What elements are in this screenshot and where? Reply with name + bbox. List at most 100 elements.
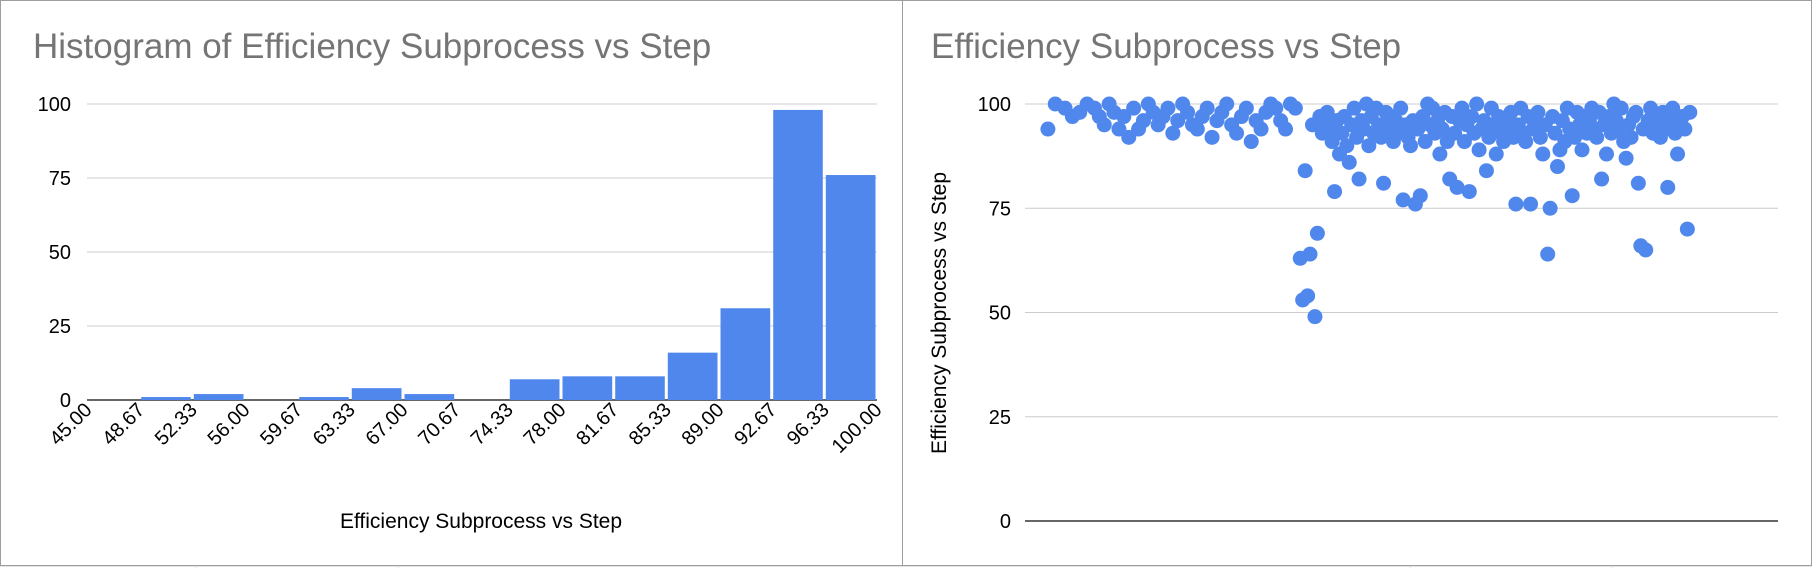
scatter-point[interactable]: [1449, 179, 1465, 195]
scatter-point[interactable]: [1189, 121, 1205, 137]
scatter-point[interactable]: [1300, 288, 1316, 304]
scatter-point[interactable]: [1447, 125, 1463, 141]
histogram-bar[interactable]: [351, 388, 402, 400]
scatter-point[interactable]: [1564, 188, 1580, 204]
scatter-point[interactable]: [1199, 100, 1215, 116]
scatter-point[interactable]: [1660, 179, 1676, 195]
scatter-point[interactable]: [1111, 121, 1127, 137]
scatter-point[interactable]: [1302, 246, 1318, 262]
scatter-point[interactable]: [1481, 129, 1497, 145]
scatter-point[interactable]: [1535, 146, 1551, 162]
scatter-point[interactable]: [1456, 134, 1472, 150]
scatter-point[interactable]: [1665, 100, 1681, 116]
scatter-point[interactable]: [1417, 134, 1433, 150]
scatter-point[interactable]: [1287, 100, 1303, 116]
scatter-point[interactable]: [1238, 100, 1254, 116]
scatter-point[interactable]: [1393, 100, 1409, 116]
scatter-point[interactable]: [1346, 100, 1362, 116]
scatter-point[interactable]: [1638, 242, 1654, 258]
scatter-point[interactable]: [1623, 129, 1639, 145]
scatter-point[interactable]: [1461, 184, 1477, 200]
scatter-point[interactable]: [1297, 163, 1313, 179]
scatter-point[interactable]: [1523, 196, 1539, 212]
scatter-point[interactable]: [1530, 104, 1546, 120]
scatter-point[interactable]: [1432, 146, 1448, 162]
scatter-point[interactable]: [1319, 104, 1335, 120]
scatter-point[interactable]: [1135, 113, 1151, 129]
scatter-point[interactable]: [1532, 129, 1548, 145]
histogram-bar[interactable]: [773, 109, 823, 401]
scatter-point[interactable]: [1670, 146, 1686, 162]
histogram-bar[interactable]: [562, 376, 613, 400]
scatter-point[interactable]: [1229, 125, 1245, 141]
histogram-chart-panel[interactable]: Histogram of Efficiency Subprocess vs St…: [0, 0, 903, 566]
scatter-point[interactable]: [1542, 200, 1558, 216]
scatter-point[interactable]: [1121, 129, 1137, 145]
scatter-point[interactable]: [1478, 163, 1494, 179]
scatter-point[interactable]: [1540, 246, 1556, 262]
scatter-point[interactable]: [1550, 159, 1565, 175]
scatter-point[interactable]: [1412, 188, 1428, 204]
scatter-point[interactable]: [1628, 104, 1644, 120]
histogram-bar[interactable]: [404, 394, 455, 400]
scatter-point[interactable]: [1361, 138, 1377, 154]
scatter-point[interactable]: [1518, 134, 1534, 150]
scatter-point[interactable]: [1589, 129, 1605, 145]
histogram-bar[interactable]: [509, 379, 560, 400]
histogram-bar[interactable]: [825, 175, 876, 400]
scatter-point[interactable]: [1469, 96, 1485, 112]
scatter-point[interactable]: [1679, 221, 1695, 237]
scatter-point[interactable]: [1309, 225, 1325, 241]
scatter-point[interactable]: [1165, 125, 1181, 141]
scatter-point[interactable]: [1471, 142, 1487, 158]
scatter-point[interactable]: [1630, 175, 1646, 191]
scatter-point[interactable]: [1395, 192, 1411, 208]
scatter-point[interactable]: [1334, 125, 1350, 141]
scatter-point[interactable]: [1508, 196, 1524, 212]
scatter-point[interactable]: [1351, 171, 1367, 187]
scatter-point[interactable]: [1324, 134, 1340, 150]
scatter-point[interactable]: [1341, 154, 1357, 170]
scatter-point[interactable]: [1376, 175, 1392, 191]
scatter-point[interactable]: [1454, 100, 1470, 116]
scatter-point[interactable]: [1307, 309, 1323, 325]
scatter-point[interactable]: [1160, 100, 1176, 116]
scatter-point[interactable]: [1219, 96, 1235, 112]
scatter-point[interactable]: [1599, 146, 1614, 162]
histogram-bar[interactable]: [615, 376, 665, 400]
scatter-point[interactable]: [1574, 142, 1590, 158]
histogram-bar[interactable]: [193, 394, 244, 400]
scatter-point[interactable]: [1425, 100, 1441, 116]
scatter-point[interactable]: [1403, 138, 1418, 154]
scatter-point[interactable]: [1618, 150, 1634, 166]
scatter-point[interactable]: [1243, 134, 1259, 150]
scatter-point[interactable]: [1488, 146, 1504, 162]
scatter-point[interactable]: [1594, 171, 1610, 187]
scatter-point[interactable]: [1278, 121, 1294, 137]
scatter-point[interactable]: [1567, 129, 1583, 145]
histogram-chart-title: Histogram of Efficiency Subprocess vs St…: [33, 27, 712, 66]
histogram-bar[interactable]: [299, 397, 349, 400]
scatter-point[interactable]: [1180, 104, 1196, 120]
histogram-bar[interactable]: [667, 352, 718, 400]
scatter-point[interactable]: [1040, 121, 1056, 137]
scatter-point[interactable]: [1116, 109, 1132, 125]
scatter-point[interactable]: [1547, 125, 1563, 141]
histogram-bar[interactable]: [720, 308, 771, 400]
scatter-point[interactable]: [1464, 109, 1480, 125]
scatter-point[interactable]: [1339, 138, 1355, 154]
scatter-point[interactable]: [1327, 184, 1343, 200]
scatter-chart-panel[interactable]: Efficiency Subprocess vs Step 0 25 50 75 100…: [902, 0, 1812, 566]
scatter-point[interactable]: [1204, 129, 1220, 145]
scatter-point[interactable]: [1096, 117, 1112, 133]
scatter-point[interactable]: [1410, 121, 1426, 137]
scatter-point[interactable]: [1434, 121, 1450, 137]
histogram-bar[interactable]: [141, 397, 191, 400]
scatter-point[interactable]: [1126, 100, 1142, 116]
scatter-point[interactable]: [1170, 113, 1186, 129]
scatter-point[interactable]: [1613, 100, 1629, 116]
scatter-point[interactable]: [1268, 100, 1284, 116]
scatter-point[interactable]: [1682, 104, 1698, 120]
scatter-point[interactable]: [1253, 121, 1269, 137]
scatter-point[interactable]: [1677, 121, 1693, 137]
